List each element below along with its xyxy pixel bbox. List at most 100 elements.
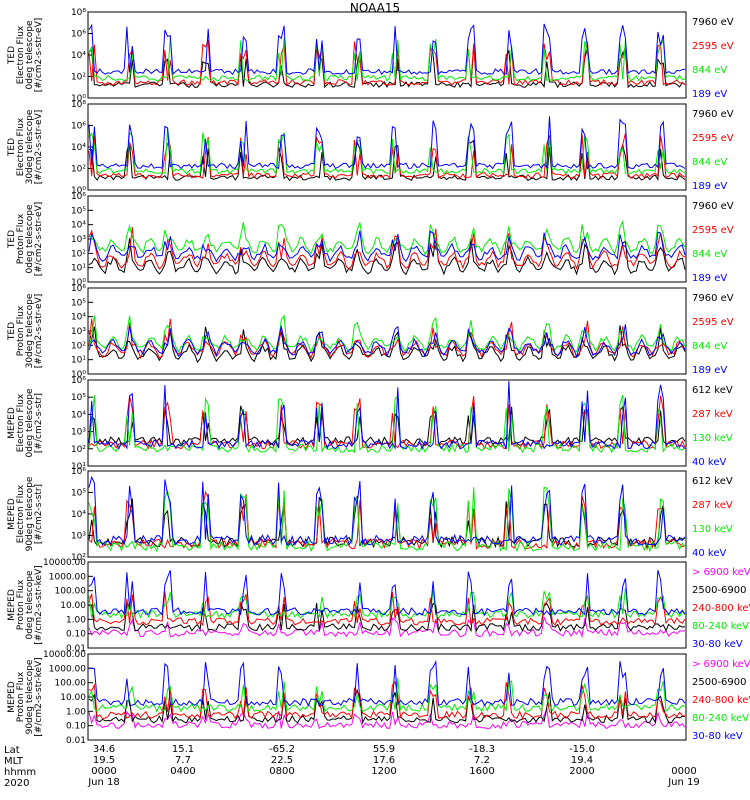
series-trace-0 (88, 45, 686, 89)
y-tick-label: 10⁴ (71, 510, 86, 520)
y-tick-label: 10⁸ (71, 100, 86, 110)
y-tick-label: 10⁴ (71, 313, 86, 323)
legend-entry: 80-240 keV (692, 713, 749, 724)
legend-entry: 130 keV (692, 433, 733, 444)
series-trace-4 (89, 659, 686, 707)
mlt-value: 17.6 (373, 755, 395, 766)
y-tick-label: 10² (71, 165, 86, 175)
series-trace-2 (88, 394, 686, 454)
y-axis-label-line: 0deg telescope (25, 388, 35, 458)
y-axis-label-line: [#/cm2-s-str-eV] (34, 18, 44, 93)
y-tick-label: 10⁶ (71, 467, 86, 477)
series-trace-3 (88, 677, 686, 713)
date-end: Jun 19 (667, 777, 700, 788)
series-trace-3 (88, 116, 686, 170)
legend-entry: 2595 eV (692, 133, 734, 144)
mlt-value: 7.7 (175, 755, 191, 766)
y-tick-label: 10² (71, 445, 86, 455)
y-tick-label: 10⁵ (71, 206, 86, 216)
y-tick-label: 10⁰ (71, 370, 86, 380)
y-axis-label-line: Electron Flux (16, 484, 26, 543)
legend-entry: 30-80 keV (692, 731, 743, 742)
y-tick-label: 1.00 (66, 615, 86, 625)
y-tick-label: 10.00 (60, 601, 86, 611)
y-tick-label: 0.01 (66, 644, 86, 654)
series-trace-0 (88, 615, 686, 639)
legend-entry: > 6900 keV (692, 659, 750, 670)
y-tick-label: 0.01 (66, 736, 86, 746)
series-trace-3 (88, 230, 686, 263)
date-start: Jun 18 (87, 777, 120, 788)
y-axis-label-line: 0deg telescope (25, 570, 35, 640)
series-trace-2 (88, 680, 686, 720)
y-tick-label: 10⁶ (71, 30, 86, 40)
legend-entry: 844 eV (692, 249, 727, 260)
y-tick-label: 10² (71, 341, 86, 351)
series-trace-2 (88, 219, 686, 256)
y-axis-label-line: MEPED (7, 681, 17, 713)
legend-entry: > 6900 keV (692, 567, 750, 578)
series-trace-0 (88, 405, 686, 447)
y-axis-label-line: 0deg telescope (25, 204, 35, 274)
y-tick-label: 10² (71, 73, 86, 83)
y-axis-label-line: TED (7, 230, 17, 249)
y-tick-label: 10⁶ (71, 122, 86, 132)
legend-entry: 240-800 keV (692, 695, 750, 706)
footer-label-mlt: MLT (4, 756, 23, 767)
mlt-value: 7.2 (474, 755, 490, 766)
y-tick-label: 10.00 (60, 693, 86, 703)
y-axis-label-line: [#/cm2-s-str-eV] (34, 110, 44, 185)
y-tick-label: 10⁴ (71, 143, 86, 153)
y-tick-label: 10³ (71, 532, 86, 542)
y-tick-label: 10000.00 (43, 650, 86, 660)
y-tick-label: 10⁶ (71, 284, 86, 294)
y-tick-label: 10¹ (71, 356, 86, 366)
lat-value: 34.6 (93, 744, 115, 755)
y-axis-label-line: TED (7, 46, 17, 65)
series-trace-0 (88, 237, 686, 276)
y-tick-label: 10⁰ (71, 94, 86, 104)
legend-entry: 2595 eV (692, 317, 734, 328)
y-axis-label-line: MEPED (7, 407, 17, 439)
hhmm-value: 0000 (671, 766, 696, 777)
legend-entry: 189 eV (692, 181, 727, 192)
legend-entry: 844 eV (692, 65, 727, 76)
lat-value: -65.2 (269, 744, 295, 755)
legend-entry: 7960 eV (692, 17, 734, 28)
footer-row-labels: Lat MLT hhmm 2020 (4, 745, 36, 789)
legend-entry: 189 eV (692, 273, 727, 284)
footer-label-year: 2020 (4, 778, 30, 789)
y-axis-label-line: TED (7, 138, 17, 157)
series-trace-1 (88, 39, 686, 87)
y-axis-label-line: Electron Flux (16, 393, 26, 452)
hhmm-value: 0800 (269, 766, 294, 777)
footer-label-hhmm: hhmm (4, 767, 37, 778)
series-trace-1 (88, 133, 686, 180)
legend-entry: 2595 eV (692, 41, 734, 52)
y-tick-label: 1000.00 (49, 572, 86, 582)
y-tick-label: 10⁶ (71, 376, 86, 386)
y-axis-label-line: MEPED (7, 589, 17, 621)
series-trace-2 (88, 37, 686, 82)
lat-value: -18.3 (469, 744, 495, 755)
legend-entry: 844 eV (692, 157, 727, 168)
y-axis-label-line: [#/cm2-s-str-keV] (34, 657, 44, 736)
hhmm-value: 0400 (170, 766, 195, 777)
series-trace-3 (88, 381, 686, 451)
series-trace-1 (88, 601, 686, 633)
y-axis-label-line: [#/cm2-s-str] (34, 393, 44, 453)
hhmm-value: 1600 (469, 766, 494, 777)
y-axis-label-line: TED (7, 322, 17, 341)
y-axis-label-line: MEPED (7, 498, 17, 530)
y-tick-label: 10³ (71, 428, 86, 438)
legend-entry: 30-80 keV (692, 639, 743, 650)
y-axis-label-line: [#/cm2-s-str-keV] (34, 565, 44, 644)
y-tick-label: 10² (71, 553, 86, 563)
legend-entry: 80-240 keV (692, 621, 749, 632)
mlt-value: 22.5 (271, 755, 293, 766)
legend-entry: 7960 eV (692, 109, 734, 120)
y-tick-label: 10² (71, 249, 86, 259)
legend-entry: 7960 eV (692, 293, 734, 304)
lat-value: -15.0 (569, 744, 595, 755)
y-tick-label: 0.10 (66, 722, 86, 732)
